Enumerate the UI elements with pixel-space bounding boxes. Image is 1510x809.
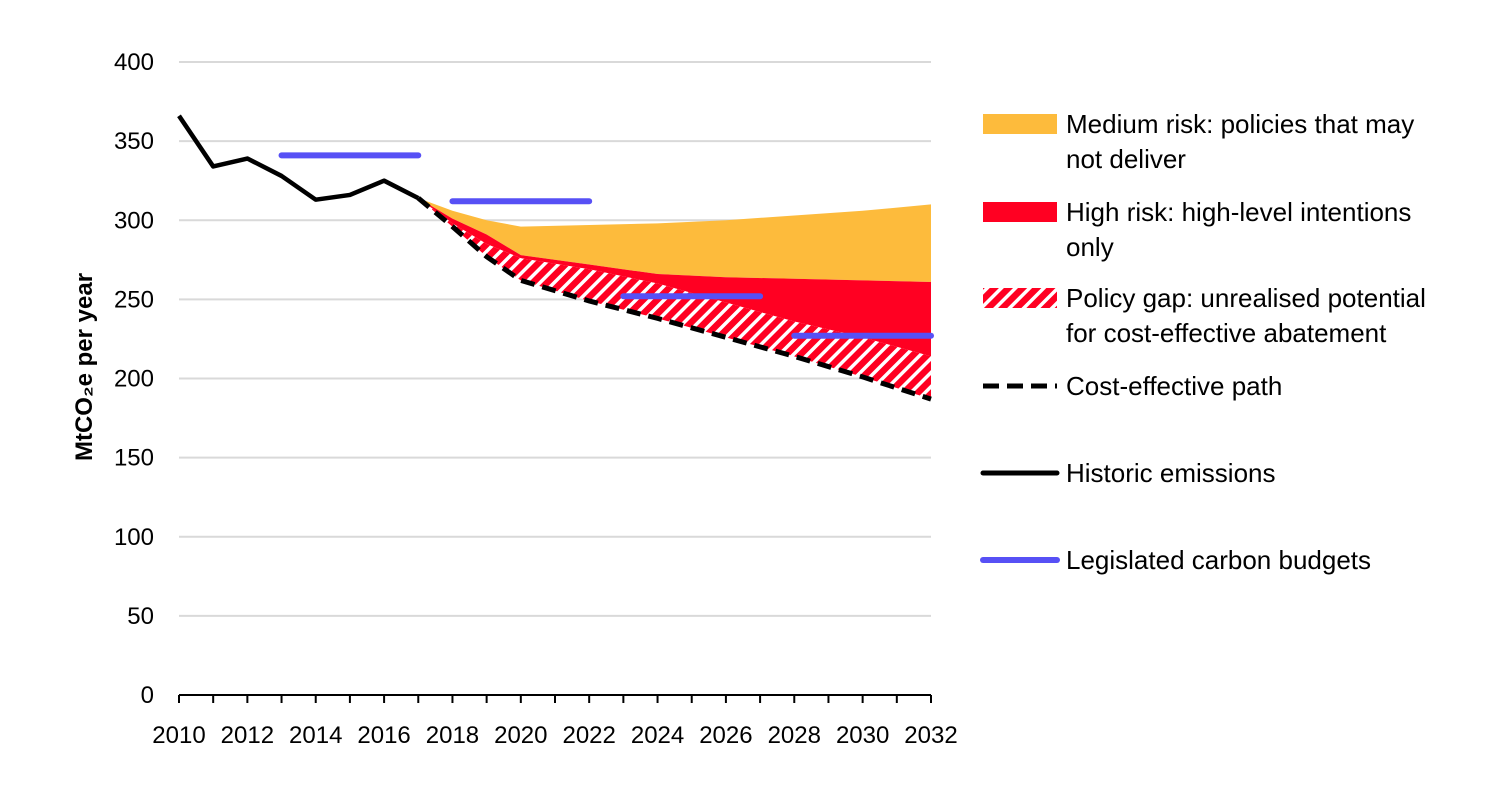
x-tick-label: 2012 [221, 722, 274, 749]
legend-item-gap: Policy gap: unrealised potential for cost… [983, 283, 1426, 348]
y-tick-label: 300 [114, 207, 154, 234]
x-tick-label: 2014 [289, 722, 342, 749]
historic-emissions-line [177, 114, 420, 202]
legend-swatch-gap [983, 288, 1057, 308]
legend-label: Policy gap: unrealised potential [1066, 283, 1426, 313]
legend-item-dashed: Cost-effective path [983, 371, 1282, 401]
x-tick-label: 2024 [631, 722, 684, 749]
x-tick-label: 2016 [357, 722, 410, 749]
legend-label: High risk: high-level intentions [1066, 197, 1411, 227]
legend-label: not deliver [1066, 144, 1186, 174]
legend-item-budget: Legislated carbon budgets [980, 545, 1371, 575]
y-tick-label: 150 [114, 445, 154, 472]
legend-label: Cost-effective path [1066, 371, 1282, 401]
y-tick-label: 100 [114, 524, 154, 551]
legend-label: only [1066, 232, 1114, 262]
legend-label: Medium risk: policies that may [1066, 109, 1414, 139]
y-tick-label: 0 [141, 682, 154, 709]
legend-label: Historic emissions [1066, 458, 1276, 488]
legend-label: Legislated carbon budgets [1066, 545, 1371, 575]
legend-swatch-medium [983, 114, 1057, 134]
y-tick-label: 400 [114, 49, 154, 76]
x-tick-label: 2018 [426, 722, 479, 749]
legend-label: for cost-effective abatement [1066, 318, 1387, 348]
cost-effective-line [416, 196, 932, 402]
x-tick-label: 2022 [562, 722, 615, 749]
x-tick-label: 2032 [904, 722, 957, 749]
medium-risk-area [418, 198, 932, 282]
legend: Medium risk: policies that may not delive… [980, 109, 1426, 575]
x-tick-label: 2026 [699, 722, 752, 749]
legend-item-medium: Medium risk: policies that may not delive… [983, 109, 1414, 174]
high-risk-area [418, 198, 932, 357]
y-tick-label: 50 [127, 603, 154, 630]
legend-item-historic: Historic emissions [980, 458, 1276, 488]
x-tick-label: 2028 [768, 722, 821, 749]
plot-lines [177, 114, 934, 402]
x-tick-label: 2030 [836, 722, 889, 749]
legend-swatch-high [983, 202, 1057, 222]
y-tick-label: 250 [114, 286, 154, 313]
y-tick-label: 350 [114, 128, 154, 155]
y-tick-label: 200 [114, 366, 154, 393]
y-axis-label: MtCO₂e per year [71, 273, 98, 461]
axes: 0 50 100 150 200 250 300 350 400 2010 2012 2014 2016… [71, 49, 958, 749]
legend-item-high: High risk: high-level intentions only [983, 197, 1411, 262]
x-tick-label: 2020 [494, 722, 547, 749]
gridlines [179, 61, 931, 617]
x-tick-label: 2010 [152, 722, 205, 749]
